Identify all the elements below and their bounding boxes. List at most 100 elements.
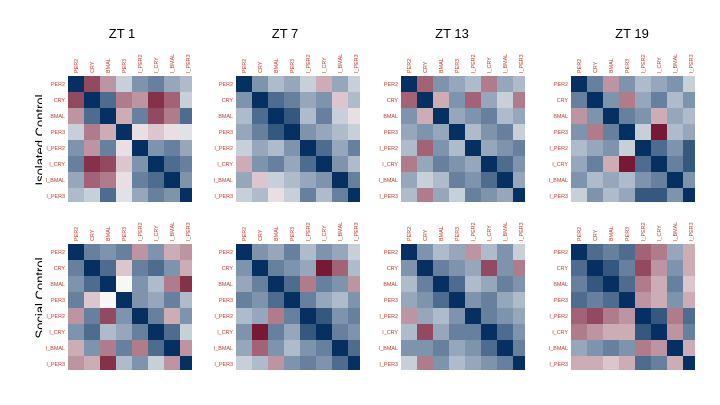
heatmap-cell xyxy=(497,356,513,370)
heatmap-cell xyxy=(68,324,84,340)
heatmap-cell xyxy=(180,244,192,260)
heatmap-cell xyxy=(268,76,284,92)
col-label-cry: CRY xyxy=(258,61,264,73)
col-label-i_per3: I_PER3 xyxy=(354,222,360,241)
heatmap-cell xyxy=(132,92,148,108)
heatmap-cell xyxy=(587,244,603,260)
heatmap-cell xyxy=(284,172,300,188)
heatmap-cell xyxy=(132,356,148,370)
heatmap-cell xyxy=(401,244,417,260)
heatmap-cell xyxy=(619,188,635,202)
heatmap-cell xyxy=(332,276,348,292)
heatmap-cell xyxy=(180,76,192,92)
heatmap-cell xyxy=(332,188,348,202)
heatmap-cell xyxy=(683,92,695,108)
row-label-bmal: BMAL xyxy=(50,114,65,120)
heatmap-cell xyxy=(603,156,619,172)
heatmap-cell xyxy=(300,172,316,188)
heatmap-cell xyxy=(236,92,252,108)
heatmap-cell xyxy=(68,260,84,276)
heatmap-cell xyxy=(433,76,449,92)
heatmap-cell xyxy=(481,188,497,202)
col-label-i_cry: I_CRY xyxy=(154,225,160,241)
heatmap-cell xyxy=(513,324,525,340)
heatmap-cell xyxy=(116,292,132,308)
heatmap-cell xyxy=(348,188,360,202)
heatmap-cell xyxy=(68,356,84,370)
heatmap-cell xyxy=(132,156,148,172)
heatmap-cell xyxy=(116,324,132,340)
heatmap-cell xyxy=(449,124,465,140)
heatmap-cell xyxy=(164,140,180,156)
column-title-zt13: ZT 13 xyxy=(435,26,469,41)
heatmap-cell xyxy=(316,76,332,92)
heatmap-cell xyxy=(497,188,513,202)
heatmap-cell xyxy=(100,108,116,124)
heatmap-cell xyxy=(148,188,164,202)
heatmap-cell xyxy=(148,92,164,108)
heatmap-svg: PER2 CRY BMAL PER3 I_PER2 I_CRY I_BMAL I_PER3 PE… xyxy=(214,54,360,202)
heatmap-cell xyxy=(268,244,284,260)
heatmap-cell xyxy=(683,260,695,276)
heatmap-cell xyxy=(449,244,465,260)
heatmap-cell xyxy=(316,356,332,370)
col-label-i_per2: I_PER2 xyxy=(306,54,312,73)
heatmap-cell xyxy=(348,140,360,156)
col-label-i_per3: I_PER3 xyxy=(186,222,192,241)
heatmap-cell xyxy=(497,108,513,124)
heatmap-cell xyxy=(465,340,481,356)
col-label-bmal: BMAL xyxy=(609,58,615,73)
heatmap-cell xyxy=(587,156,603,172)
heatmap-cell xyxy=(148,172,164,188)
heatmap-cell xyxy=(116,308,132,324)
col-label-per2: PER2 xyxy=(242,227,248,241)
heatmap-cell xyxy=(417,356,433,370)
row-label-i_per3: I_PER3 xyxy=(549,362,568,368)
heatmap-cell xyxy=(603,124,619,140)
heatmap-cell xyxy=(497,172,513,188)
heatmap-cell xyxy=(284,244,300,260)
heatmap-cell xyxy=(571,140,587,156)
heatmap-cell xyxy=(268,356,284,370)
heatmap-cell xyxy=(332,92,348,108)
col-label-per3: PER3 xyxy=(290,59,296,73)
heatmap-cell xyxy=(132,140,148,156)
heatmap-cell xyxy=(148,340,164,356)
heatmap-cell xyxy=(116,356,132,370)
heatmap-cell xyxy=(571,340,587,356)
heatmap-cell xyxy=(683,188,695,202)
heatmap-cell xyxy=(651,172,667,188)
heatmap-svg: PER2 CRY BMAL PER3 I_PER2 I_CRY I_BMAL I_PER3 PE… xyxy=(46,222,192,370)
heatmap-cell xyxy=(348,356,360,370)
col-label-i_cry: I_CRY xyxy=(322,57,328,73)
heatmap-cell xyxy=(603,308,619,324)
heatmap-cell xyxy=(180,92,192,108)
heatmap-cell xyxy=(332,292,348,308)
heatmap-cell xyxy=(603,172,619,188)
heatmap-cell xyxy=(619,276,635,292)
row-label-per2: PER2 xyxy=(384,250,398,256)
heatmap-cell xyxy=(571,260,587,276)
heatmap-cell xyxy=(236,260,252,276)
heatmap-cell xyxy=(603,340,619,356)
row-label-i_cry: I_CRY xyxy=(217,162,233,168)
heatmap-cell xyxy=(236,172,252,188)
heatmap-cell xyxy=(433,324,449,340)
heatmap-cell xyxy=(180,124,192,140)
col-label-bmal: BMAL xyxy=(274,226,280,241)
heatmap-cell xyxy=(587,260,603,276)
heatmap-cell xyxy=(513,172,525,188)
col-label-per2: PER2 xyxy=(74,59,80,73)
heatmap-cell xyxy=(164,244,180,260)
heatmap-cell xyxy=(497,308,513,324)
heatmap-cell xyxy=(683,76,695,92)
heatmap-cell xyxy=(348,156,360,172)
heatmap-cell xyxy=(68,156,84,172)
heatmap-cell xyxy=(116,140,132,156)
heatmap-cell xyxy=(348,324,360,340)
row-label-i_bmal: I_BMAL xyxy=(549,346,568,352)
heatmap-cell xyxy=(635,156,651,172)
heatmap-cell xyxy=(132,188,148,202)
heatmap-cell xyxy=(481,292,497,308)
heatmap-cell xyxy=(300,340,316,356)
